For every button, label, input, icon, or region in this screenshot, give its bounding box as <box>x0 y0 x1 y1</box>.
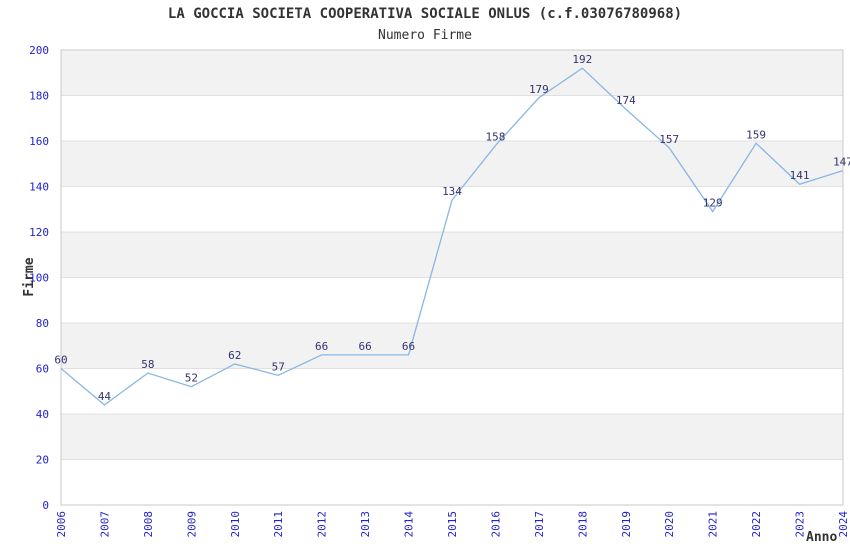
x-tick-label: 2014 <box>403 511 416 538</box>
data-point-label: 141 <box>790 169 810 182</box>
data-point-label: 174 <box>616 94 636 107</box>
y-tick-label: 200 <box>29 44 49 57</box>
y-tick-label: 160 <box>29 135 49 148</box>
x-tick-label: 2016 <box>489 511 502 538</box>
data-point-label: 52 <box>185 372 198 385</box>
plot-band <box>61 232 843 278</box>
data-line <box>60 67 844 406</box>
plot-band <box>61 414 843 460</box>
y-tick-label: 100 <box>29 272 49 285</box>
x-tick-label: 2021 <box>707 511 720 538</box>
y-tick-label: 40 <box>36 408 49 421</box>
plot-band <box>61 50 843 96</box>
x-tick-label: 2006 <box>55 511 68 538</box>
y-tick-label: 20 <box>36 454 49 467</box>
data-point-label: 44 <box>98 390 112 403</box>
data-point-label: 66 <box>402 340 415 353</box>
data-point-label: 57 <box>272 360 285 373</box>
x-tick-label: 2008 <box>142 511 155 538</box>
x-tick-label: 2011 <box>272 511 285 538</box>
x-tick-label: 2015 <box>446 511 459 538</box>
data-point-label: 158 <box>486 131 506 144</box>
x-tick-label: 2022 <box>750 511 763 538</box>
plot-border <box>60 49 844 506</box>
x-tick-label: 2024 <box>837 511 850 538</box>
data-point-label: 129 <box>703 197 723 210</box>
data-point-label: 147 <box>833 156 850 169</box>
x-axis-label: Anno <box>806 530 838 545</box>
y-tick-label: 120 <box>29 226 49 239</box>
data-point-label: 157 <box>659 133 679 146</box>
plot-band <box>61 141 843 187</box>
data-point-label: 66 <box>358 340 371 353</box>
x-tick-label: 2013 <box>359 511 372 538</box>
x-tick-label: 2020 <box>663 511 676 538</box>
chart-subtitle: Numero Firme <box>378 28 472 43</box>
data-point-label: 134 <box>442 185 462 198</box>
x-tick-label: 2023 <box>794 511 807 538</box>
chart-title: LA GOCCIA SOCIETA COOPERATIVA SOCIALE ON… <box>167 6 683 22</box>
y-tick-label: 0 <box>42 499 49 512</box>
y-tick-label: 140 <box>29 181 49 194</box>
y-tick-label: 180 <box>29 90 49 103</box>
x-tick-label: 2019 <box>620 511 633 538</box>
data-point-label: 60 <box>54 354 67 367</box>
data-point-label: 159 <box>746 128 766 141</box>
data-point-label: 58 <box>141 358 154 371</box>
data-point-label: 66 <box>315 340 328 353</box>
data-point-label: 192 <box>572 53 592 66</box>
x-tick-label: 2012 <box>316 511 329 538</box>
x-tick-label: 2017 <box>533 511 546 538</box>
x-tick-label: 2010 <box>229 511 242 538</box>
plot-band <box>61 323 843 369</box>
y-tick-label: 80 <box>36 317 49 330</box>
x-tick-label: 2018 <box>576 511 589 538</box>
x-tick-label: 2009 <box>185 511 198 538</box>
data-point-label: 179 <box>529 83 549 96</box>
x-tick-label: 2007 <box>98 511 111 538</box>
data-point-label: 62 <box>228 349 241 362</box>
y-tick-label: 60 <box>36 363 49 376</box>
